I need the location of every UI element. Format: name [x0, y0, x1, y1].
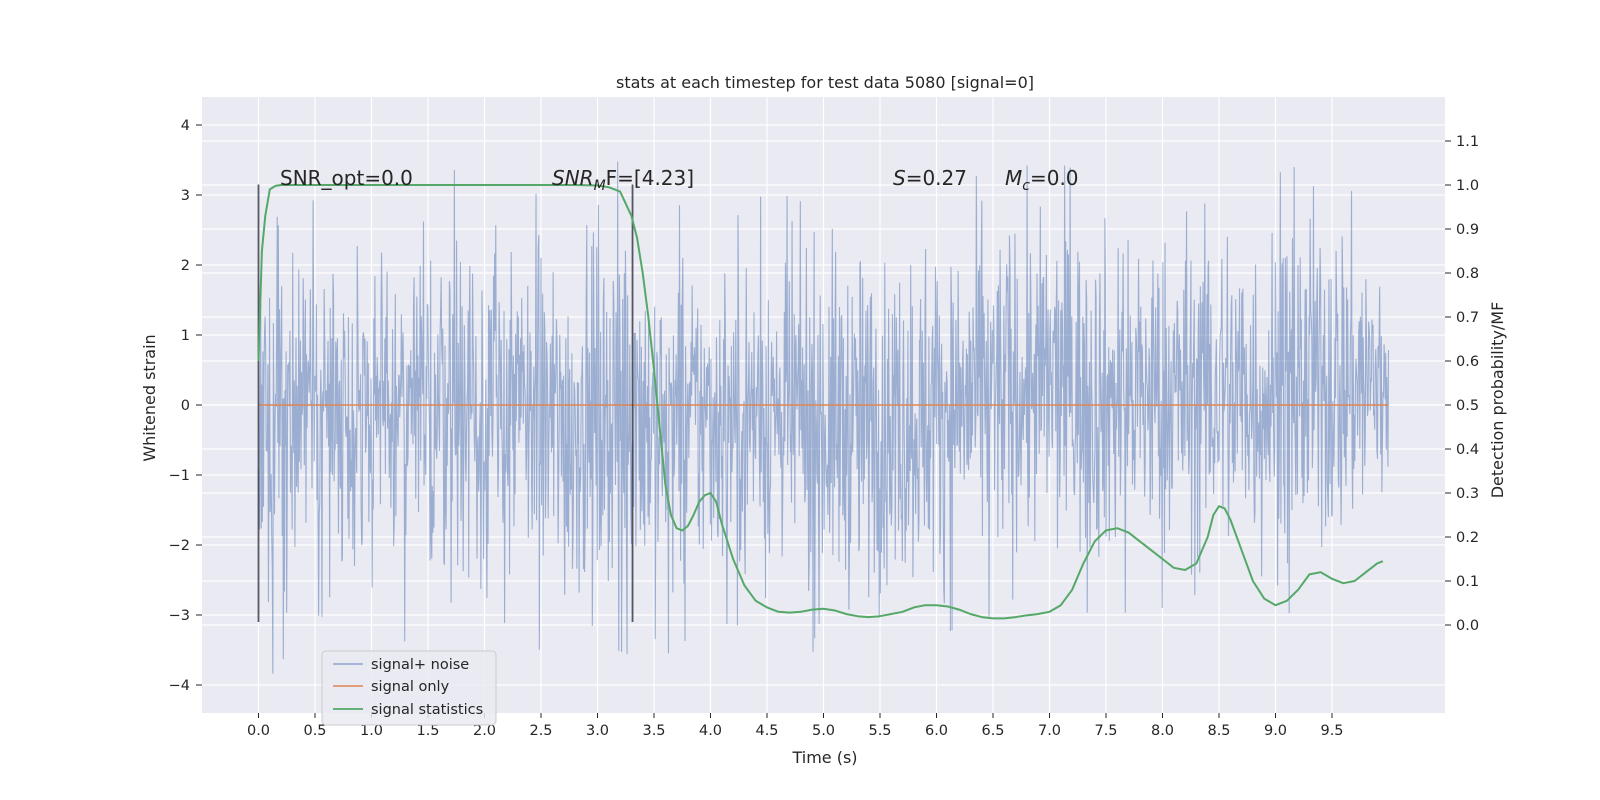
x-axis-label: Time (s) — [791, 748, 857, 767]
x-tick-label: 2.5 — [529, 723, 552, 739]
y-tick-label: 4 — [181, 118, 190, 134]
y-tick-label: 1 — [181, 328, 190, 344]
legend-box — [321, 650, 497, 726]
x-tick-label: 4.0 — [699, 723, 722, 739]
y2-tick-label: 1.0 — [1456, 178, 1479, 194]
y2-tick-label: 0.4 — [1456, 442, 1479, 458]
y-tick-label: 2 — [181, 258, 190, 274]
y2-tick-label: 0.9 — [1456, 222, 1479, 238]
x-tick-label: 5.5 — [868, 723, 891, 739]
signal-noise-series — [257, 161, 1390, 674]
y2-tick-label: 0.0 — [1456, 618, 1479, 634]
annotation-snr-mf: SNRMF=[4.23] — [552, 166, 694, 194]
y-tick-label: −4 — [169, 678, 190, 694]
x-tick-label: 2.0 — [473, 723, 496, 739]
legend-label-signal-statistics: signal statistics — [371, 702, 483, 718]
y2-tick-label: 0.1 — [1456, 574, 1479, 590]
x-tick-label: 9.5 — [1320, 723, 1343, 739]
legend-label-signal-only: signal only — [371, 679, 450, 695]
legend-label-signal-noise: signal+ noise — [371, 657, 469, 673]
x-tick-label: 0.5 — [303, 723, 326, 739]
y-tick-label: −3 — [169, 608, 190, 624]
x-tick-label: 4.5 — [755, 723, 778, 739]
annotation-s: S=0.27 — [893, 166, 967, 190]
y-tick-label: 3 — [181, 188, 190, 204]
x-tick-label: 6.5 — [981, 723, 1004, 739]
y2-tick-label: 0.8 — [1456, 266, 1479, 282]
x-tick-label: 7.0 — [1038, 723, 1061, 739]
signal-statistics-series — [257, 184, 1384, 620]
marker-vlines — [257, 184, 634, 622]
x-tick-label: 8.0 — [1151, 723, 1174, 739]
x-tick-label: 3.0 — [586, 723, 609, 739]
chart-title: stats at each timestep for test data 508… — [616, 73, 1034, 92]
annotation-snr-opt: SNR_opt=0.0 — [280, 166, 413, 190]
x-tick-label: 1.5 — [416, 723, 439, 739]
x-tick-label: 7.5 — [1094, 723, 1117, 739]
x-axis-ticks: 0.0 0.5 1.0 1.5 2.0 2.5 3.0 3.5 4.0 4.5 5.0 5.5 6.0 6… — [247, 713, 1344, 739]
y-tick-label: −2 — [169, 538, 190, 554]
legend: signal+ noise signal only signal statist… — [321, 650, 497, 726]
x-tick-label: 1.0 — [360, 723, 383, 739]
y2-tick-label: 0.3 — [1456, 486, 1479, 502]
y2-tick-label: 0.5 — [1456, 398, 1479, 414]
x-tick-label: 9.0 — [1264, 723, 1287, 739]
y-axis-ticks: 4 3 2 1 0 −1 −2 −3 −4 — [169, 118, 202, 694]
y-tick-label: 0 — [181, 398, 190, 414]
annotation-mc: Mc=0.0 — [1005, 166, 1079, 194]
y2-tick-label: 0.2 — [1456, 530, 1479, 546]
y2-tick-label: 0.6 — [1456, 354, 1479, 370]
y2-axis-label: Detection probability/MF — [1488, 302, 1507, 499]
x-tick-label: 6.0 — [925, 723, 948, 739]
y-axis-label: Whitened strain — [140, 334, 159, 461]
x-tick-label: 3.5 — [642, 723, 665, 739]
x-tick-label: 8.5 — [1207, 723, 1230, 739]
y2-tick-label: 0.7 — [1456, 310, 1479, 326]
x-tick-label: 5.0 — [812, 723, 835, 739]
y2-axis-ticks: 1.1 1.0 0.9 0.8 0.7 0.6 0.5 0.4 0.3 0.2 0.1 0.0 — [1445, 134, 1479, 634]
y-tick-label: −1 — [169, 468, 190, 484]
y2-tick-label: 1.1 — [1456, 134, 1479, 150]
x-tick-label: 0.0 — [247, 723, 270, 739]
signal-noise-line — [257, 161, 1390, 674]
